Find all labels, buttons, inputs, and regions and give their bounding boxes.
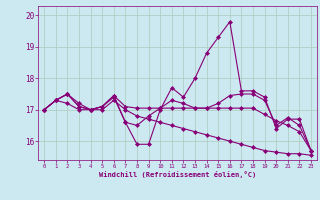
X-axis label: Windchill (Refroidissement éolien,°C): Windchill (Refroidissement éolien,°C) <box>99 171 256 178</box>
